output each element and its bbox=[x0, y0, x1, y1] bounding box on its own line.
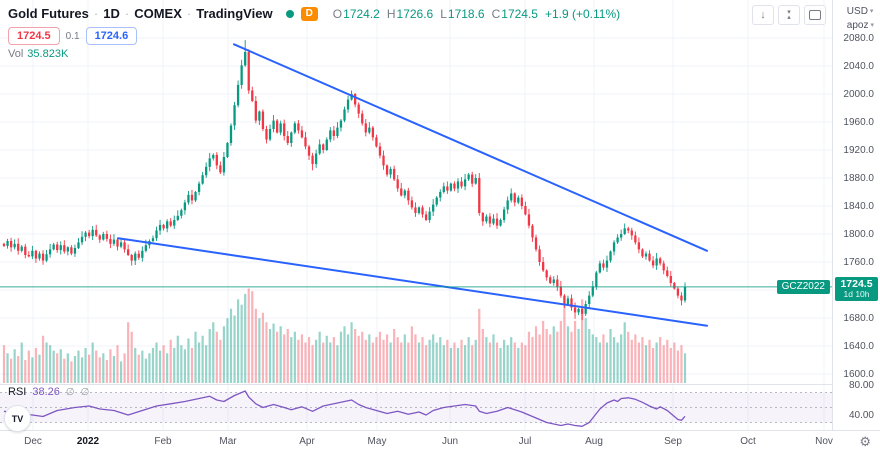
price-tick: 2000.0 bbox=[843, 89, 874, 100]
empty-set-icon: ∅ bbox=[65, 386, 75, 398]
interval-label[interactable]: 1D bbox=[103, 6, 120, 21]
change-value: +1.9 (+0.11%) bbox=[544, 6, 621, 21]
tradingview-logo[interactable]: TV bbox=[4, 405, 31, 432]
open-label: O bbox=[332, 6, 343, 21]
time-tick: Mar bbox=[219, 436, 237, 447]
collapse-pane-button[interactable]: ▾ ▴ bbox=[778, 5, 800, 25]
time-axis[interactable]: ⚙ Dec 2022 Feb Mar Apr May Jun Jul Aug Sep Oct Nov bbox=[0, 430, 880, 452]
price-tick: 2040.0 bbox=[843, 61, 874, 72]
price-tick: 1600.0 bbox=[843, 369, 874, 380]
price-tick: 1840.0 bbox=[843, 201, 874, 212]
low-value: 1718.6 bbox=[447, 6, 485, 21]
time-tick: Feb bbox=[154, 436, 172, 447]
unit-selectors: USD ▾ apoz ▾ bbox=[847, 5, 874, 33]
price-tick: 1960.0 bbox=[843, 117, 874, 128]
time-tick: Oct bbox=[740, 436, 756, 447]
bid-ask-row: 1724.5 0.1 1724.6 bbox=[8, 27, 138, 45]
volume-legend: Vol 35.823K bbox=[8, 48, 68, 60]
price-tick: 1880.0 bbox=[843, 173, 874, 184]
price-axis[interactable]: 2080.0 2040.0 2000.0 1960.0 1920.0 1880.0 1840… bbox=[832, 0, 880, 430]
time-tick: Aug bbox=[585, 436, 603, 447]
contract-badge: GCZ2022 bbox=[776, 280, 830, 294]
currency-value: USD bbox=[846, 6, 868, 17]
ohlc-values: O 1724.2 H 1726.6 L 1718.6 C 1724.5 +1.9 (+0… bbox=[333, 7, 620, 21]
caret-down-icon: ▾ bbox=[870, 22, 874, 29]
high-value: 1726.6 bbox=[396, 6, 434, 21]
close-label: C bbox=[491, 6, 501, 21]
open-value: 1724.2 bbox=[343, 6, 380, 21]
price-tick: 1680.0 bbox=[843, 313, 874, 324]
separator: · bbox=[93, 6, 99, 21]
empty-set-icon: ∅ bbox=[80, 386, 90, 398]
buy-button[interactable]: 1724.6 bbox=[85, 27, 138, 45]
currency-dropdown[interactable]: USD ▾ bbox=[847, 5, 874, 19]
exchange-label[interactable]: COMEX bbox=[134, 6, 182, 21]
symbol-header: Gold Futures · 1D · COMEX · TradingView … bbox=[8, 6, 620, 21]
volume-value: 35.823K bbox=[27, 48, 69, 60]
sell-button[interactable]: 1724.5 bbox=[8, 27, 60, 45]
unit-value: apoz bbox=[846, 20, 869, 31]
volume-label: Vol bbox=[8, 48, 24, 60]
price-tick: 2080.0 bbox=[843, 33, 874, 44]
collapse-icon: ▾ ▴ bbox=[787, 9, 791, 21]
rsi-legend: RSI 38.26 ∅ ∅ bbox=[8, 386, 89, 398]
price-tick: 40.00 bbox=[848, 410, 874, 421]
interval-badge: D bbox=[300, 6, 318, 21]
time-tick: Sep bbox=[664, 436, 682, 447]
maximize-icon bbox=[809, 10, 821, 20]
arrow-down-icon: ↓ bbox=[760, 9, 766, 21]
price-tick: 1920.0 bbox=[843, 145, 874, 156]
time-tick: Jul bbox=[518, 436, 532, 447]
high-label: H bbox=[386, 6, 396, 21]
spread-value: 0.1 bbox=[65, 30, 80, 42]
scroll-to-recent-button[interactable]: ↓ bbox=[752, 5, 774, 25]
rsi-value: 38.26 bbox=[32, 386, 60, 398]
time-tick: Dec bbox=[24, 436, 42, 447]
gear-icon[interactable]: ⚙ bbox=[859, 434, 871, 449]
rsi-label: RSI bbox=[8, 386, 27, 398]
time-tick: May bbox=[367, 436, 387, 447]
time-tick: Nov bbox=[815, 436, 833, 447]
separator: · bbox=[186, 6, 192, 21]
price-tick: 1800.0 bbox=[843, 229, 874, 240]
low-label: L bbox=[440, 6, 447, 21]
close-value: 1724.5 bbox=[501, 6, 538, 21]
pane-controls: ↓ ▾ ▴ bbox=[752, 5, 826, 25]
maximize-pane-button[interactable] bbox=[804, 5, 826, 25]
separator: · bbox=[124, 6, 130, 21]
provider-label[interactable]: TradingView bbox=[196, 6, 273, 21]
bar-countdown: 1d 10h bbox=[843, 289, 870, 299]
unit-dropdown[interactable]: apoz ▾ bbox=[847, 19, 874, 33]
market-status-dot-icon bbox=[285, 9, 294, 18]
time-tick: 2022 bbox=[76, 436, 100, 447]
symbol-name[interactable]: Gold Futures bbox=[8, 6, 89, 21]
last-price-badge: 1724.5 1d 10h bbox=[835, 277, 878, 301]
price-tick: 1760.0 bbox=[843, 257, 874, 268]
price-tick: 1640.0 bbox=[843, 341, 874, 352]
price-tick: 80.00 bbox=[848, 380, 874, 391]
last-price-value: 1724.5 bbox=[840, 278, 873, 290]
caret-down-icon: ▾ bbox=[869, 8, 874, 15]
time-tick: Apr bbox=[299, 436, 315, 447]
time-tick: Jun bbox=[441, 436, 459, 447]
